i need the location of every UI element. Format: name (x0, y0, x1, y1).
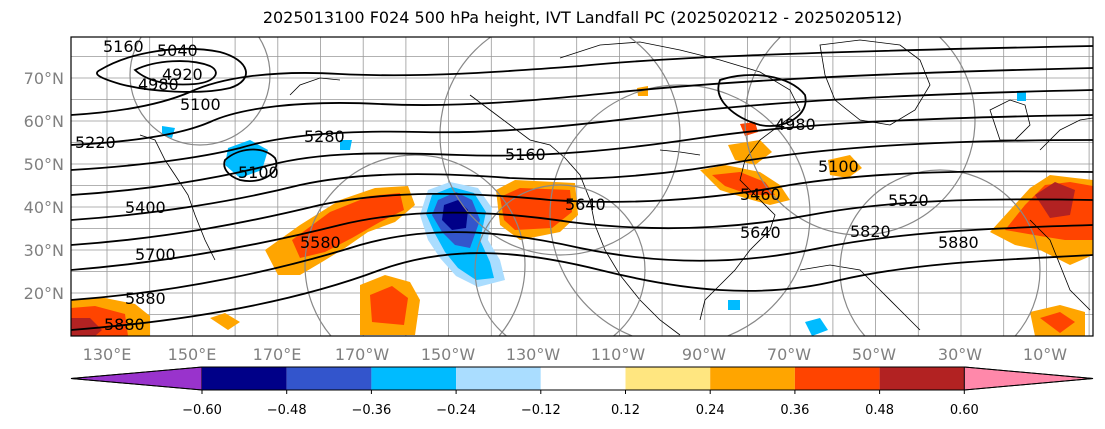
ivt-negative-region (340, 140, 352, 150)
map-background (71, 37, 1093, 336)
ivt-positive-region (1040, 312, 1075, 333)
ivt-positive-region (71, 318, 102, 336)
lat-tick-label: 50°N (24, 155, 64, 174)
colorbar-tick-label: 0.24 (696, 403, 725, 418)
colorbar-tick-label: −0.12 (521, 403, 561, 418)
colorbar-bin (456, 367, 541, 390)
contour-label: 5160 (505, 145, 546, 164)
colorbar-tick-label: −0.48 (267, 403, 307, 418)
colorbar-bin (710, 367, 795, 390)
ivt-negative-region (442, 200, 468, 230)
colorbar: −0.60 −0.48 −0.36 −0.24 −0.12 0.12 0.24 0.36 0.4… (70, 366, 1094, 418)
colorbar-bin (286, 367, 372, 390)
colorbar-extend-low (70, 366, 203, 391)
colorbar-bin (371, 367, 457, 390)
ivt-negative-region (1017, 92, 1026, 101)
lon-tick-label: 130°E (83, 345, 132, 364)
colorbar-tick-label: 0.12 (611, 403, 640, 418)
lon-tick-label: 130°W (506, 345, 561, 364)
contour-label-group: 5160 5040 4920 4980 5100 5220 5280 5100 … (75, 37, 979, 334)
contour-label: 5160 (103, 37, 144, 56)
lon-tick-label: 50°W (852, 345, 896, 364)
colorbar-bin (625, 367, 711, 390)
lon-tick-label: 170°W (335, 345, 390, 364)
contour-label: 5280 (304, 127, 345, 146)
contour-label: 5220 (75, 133, 116, 152)
contour-label: 5820 (850, 222, 891, 241)
contour-label: 5520 (888, 191, 929, 210)
map-frame (70, 36, 1094, 337)
colorbar-tick-label: −0.24 (436, 403, 476, 418)
contour-label: 5460 (740, 185, 781, 204)
ivt-positive-region (828, 155, 862, 178)
colorbar-bin (202, 367, 287, 390)
lon-tick-label: 10°W (1023, 345, 1067, 364)
contour-label: 5400 (125, 198, 166, 217)
lon-tick-label: 110°W (591, 345, 646, 364)
lat-tick-label: 70°N (24, 69, 64, 88)
contour-label: 5100 (238, 163, 279, 182)
colorbar-extend-high (963, 366, 1094, 391)
contour-label: 5880 (104, 315, 145, 334)
lon-tick-label: 150°W (421, 345, 476, 364)
contour-label: 5100 (818, 157, 859, 176)
lat-tick-label: 20°N (24, 284, 64, 303)
latitude-labels: 20°N 30°N 40°N 50°N 60°N 70°N (24, 69, 64, 303)
ivt-negative-region (728, 300, 740, 310)
lon-tick-label: 30°W (938, 345, 982, 364)
contour-label: 5880 (125, 289, 166, 308)
longitude-labels: 130°E 150°E 170°E 170°W 150°W 130°W 110°W 90°W 7… (83, 345, 1068, 364)
contour-label: 5640 (565, 195, 606, 214)
colorbar-tick-label: −0.60 (182, 403, 222, 418)
ivt-positive-region (292, 193, 404, 258)
colorbar-bin (794, 367, 880, 390)
lat-tick-label: 30°N (24, 241, 64, 260)
contour-label: 5700 (135, 245, 176, 264)
coastlines (139, 39, 1093, 336)
lon-tick-label: 170°E (253, 345, 302, 364)
contour-label: 4980 (775, 115, 816, 134)
ivt-positive-region (210, 313, 240, 330)
colorbar-tick-label: 0.36 (780, 403, 809, 418)
contour-label: 5040 (157, 41, 198, 60)
lat-tick-label: 40°N (24, 198, 64, 217)
colorbar-bin (879, 367, 965, 390)
height-contours (71, 45, 1093, 331)
ivt-positive-region (370, 286, 408, 325)
lon-tick-label: 70°W (767, 345, 811, 364)
colorbar-tick-label: 0.48 (865, 403, 894, 418)
contour-label: 4920 (162, 65, 203, 84)
colorbar-bin (540, 367, 626, 390)
map-title: 2025013100 F024 500 hPa height, IVT Land… (262, 8, 903, 27)
contour-label: 5880 (938, 233, 979, 252)
contour-label: 4980 (138, 75, 179, 94)
colorbar-tick-label: 0.60 (950, 403, 979, 418)
ivt-negative-region (805, 318, 828, 336)
lat-tick-label: 60°N (24, 112, 64, 131)
contour-label: 5640 (740, 223, 781, 242)
contour-label: 5580 (300, 233, 341, 252)
lon-tick-label: 150°E (168, 345, 217, 364)
colorbar-tick-label: −0.36 (351, 403, 391, 418)
contour-label: 5100 (180, 95, 221, 114)
lon-tick-label: 90°W (682, 345, 726, 364)
